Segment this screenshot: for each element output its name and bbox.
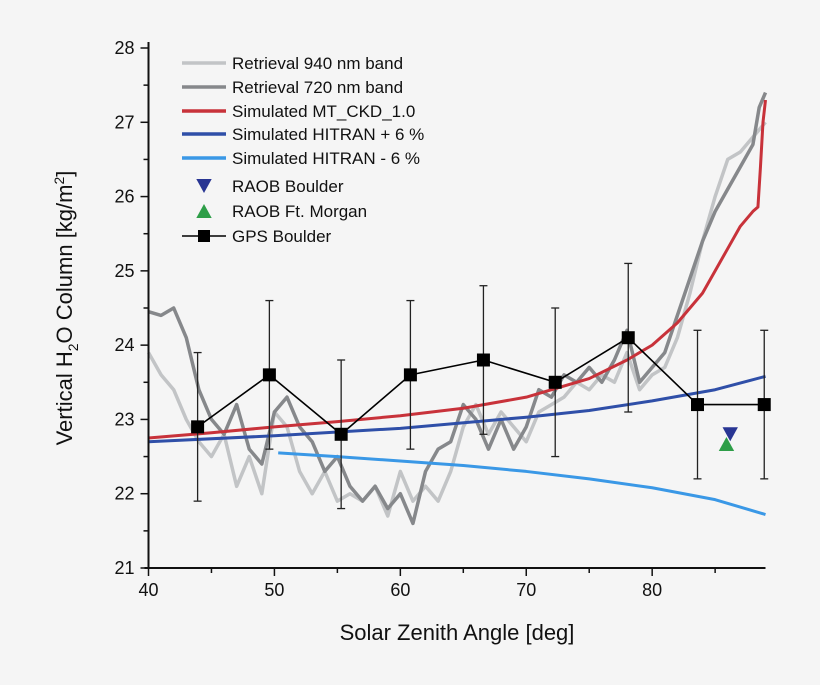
data-point: [334, 427, 348, 441]
legend-label: Simulated MT_CKD_1.0: [232, 102, 415, 121]
data-point: [722, 427, 738, 442]
y-axis-label-part: ]: [52, 171, 77, 177]
x-axis-label: Solar Zenith Angle [deg]: [340, 620, 575, 645]
y-tick-label: 27: [114, 112, 134, 132]
data-point: [757, 398, 771, 412]
legend-label: Retrieval 720 nm band: [232, 78, 403, 97]
y-axis-label-part: O Column [kg/m: [52, 185, 77, 344]
series-raob-boulder: [722, 427, 738, 442]
legend-label: RAOB Boulder: [232, 177, 344, 196]
x-tick-label: 70: [516, 580, 536, 600]
legend-label: GPS Boulder: [232, 227, 332, 246]
y-axis-label-sub: 2: [65, 343, 81, 351]
data-point: [548, 375, 562, 389]
series-raob-ft-morgan: [718, 436, 735, 451]
x-tick-label: 50: [264, 580, 284, 600]
series-line-simulated-hitran-6: [278, 451, 766, 516]
legend-marker: [196, 179, 212, 193]
y-tick-label: 22: [114, 484, 134, 504]
series-line-simulated-hitran-6: [148, 374, 766, 444]
series-simulated-hitran-6: [278, 451, 766, 516]
legend-item-simulated-mt-ckd-1-0: Simulated MT_CKD_1.0: [182, 102, 415, 121]
series-retrieval-940-nm-band: [146, 121, 767, 518]
legend-item-raob-boulder: RAOB Boulder: [196, 177, 344, 196]
data-point: [718, 436, 735, 451]
legend-label: Retrieval 940 nm band: [232, 54, 403, 73]
legend-marker: [196, 204, 212, 218]
x-tick-label: 80: [642, 580, 662, 600]
data-point: [403, 368, 417, 382]
data-point: [191, 420, 205, 434]
data-point: [691, 398, 705, 412]
x-tick-label: 60: [390, 580, 410, 600]
legend-label: Simulated HITRAN - 6 %: [232, 149, 420, 168]
series-simulated-hitran-6: [148, 374, 766, 444]
y-tick-label: 23: [114, 409, 134, 429]
legend-item-simulated-hitran-6: Simulated HITRAN + 6 %: [182, 125, 424, 144]
y-tick-label: 24: [114, 335, 134, 355]
axes: 40 50 60 70 80 21 22 23 24 25 26 27 28: [114, 38, 766, 600]
y-axis-label: Vertical H2O Column [kg/m2]: [51, 171, 81, 446]
legend-label: RAOB Ft. Morgan: [232, 202, 367, 221]
series-line-retrieval-940-nm-band: [146, 121, 767, 518]
y-axis-label-sup: 2: [51, 177, 67, 185]
y-tick-label: 25: [114, 261, 134, 281]
y-tick-label: 28: [114, 38, 134, 58]
y-axis-label-part: Vertical H: [52, 351, 77, 445]
data-point: [621, 331, 635, 345]
series-gps-boulder: [191, 262, 771, 510]
legend-marker: [198, 230, 210, 242]
legend-item-retrieval-720-nm-band: Retrieval 720 nm band: [182, 78, 403, 97]
legend-item-simulated-hitran-6: Simulated HITRAN - 6 %: [182, 149, 420, 168]
data-point: [476, 353, 490, 367]
x-tick-label: 40: [138, 580, 158, 600]
y-tick-label: 21: [114, 558, 134, 578]
legend: Retrieval 940 nm band Retrieval 720 nm ba…: [182, 54, 424, 246]
legend-item-raob-ft-morgan: RAOB Ft. Morgan: [196, 202, 367, 221]
y-tick-label: 26: [114, 187, 134, 207]
legend-item-retrieval-940-nm-band: Retrieval 940 nm band: [182, 54, 403, 73]
data-point: [262, 368, 276, 382]
plot-area: [146, 91, 771, 526]
legend-item-gps-boulder: GPS Boulder: [182, 227, 332, 246]
legend-label: Simulated HITRAN + 6 %: [232, 125, 424, 144]
